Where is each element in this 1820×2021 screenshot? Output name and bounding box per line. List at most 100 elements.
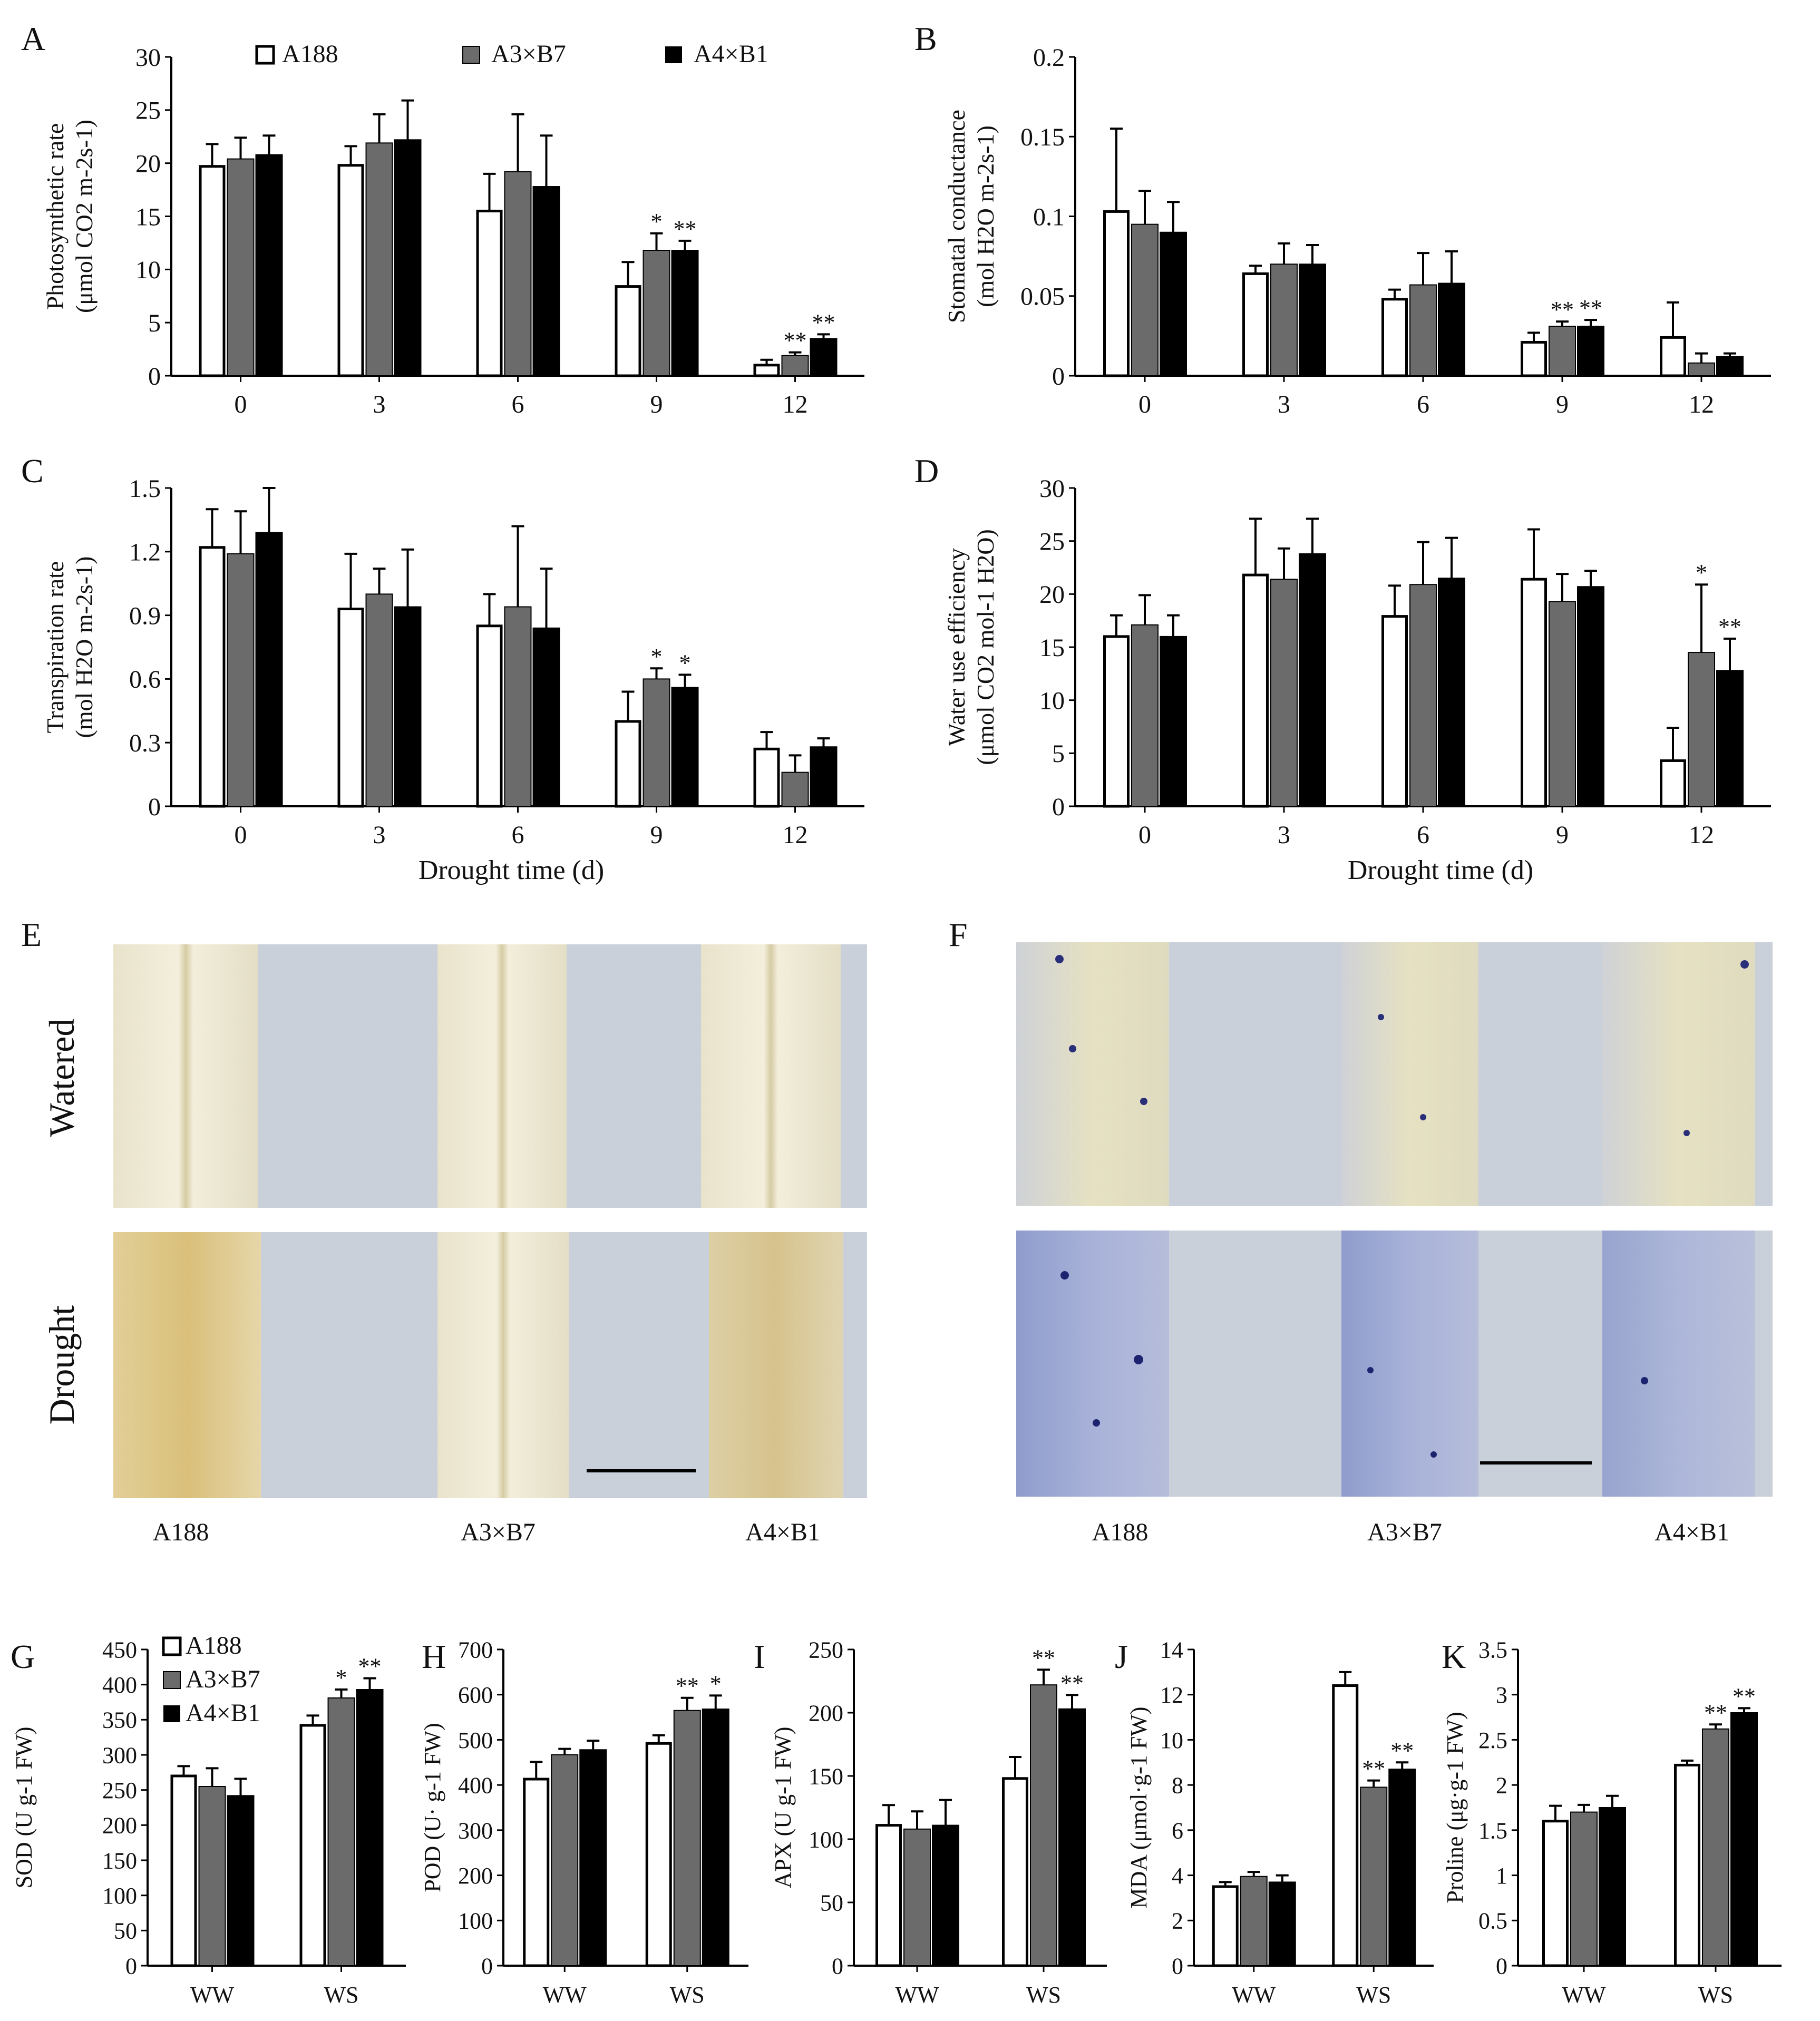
legend-swatch-a4b1	[665, 46, 682, 63]
bar-i	[875, 1824, 902, 1967]
bar-k	[1730, 1712, 1758, 1966]
bar-b	[1577, 326, 1604, 376]
photo-f-col-a188: A188	[1092, 1518, 1149, 1546]
legend-swatch-a188	[255, 45, 275, 65]
y-tick-label-d: 30	[1039, 475, 1065, 503]
x-tick-label-c: 6	[512, 821, 524, 849]
y-tick-label-g: 50	[114, 1918, 137, 1944]
y-tick-label-b: 0.1	[1033, 203, 1065, 231]
x-tick-label-b: 3	[1278, 390, 1290, 418]
bar-d	[1409, 584, 1437, 807]
y-tick-label-g: 450	[102, 1637, 137, 1663]
y-tick-label-k: 1.5	[1478, 1818, 1507, 1843]
y-tick-label-k: 1	[1496, 1863, 1507, 1889]
bar-c	[394, 606, 422, 807]
panel-label-i: I	[754, 1638, 765, 1675]
y-tick-label-i: 200	[809, 1700, 843, 1726]
y-axis-title-d: Water use efficiency	[943, 548, 970, 746]
x-tick-label-d: 9	[1556, 821, 1569, 849]
bar-a	[227, 158, 255, 376]
significance-label-d: *	[1696, 560, 1707, 585]
bar-b	[1270, 263, 1298, 376]
y-axis-title-j: MDA (μmol·g-1 FW)	[1126, 1707, 1152, 1909]
leaf-f-drought-a3b7	[1341, 1231, 1478, 1497]
x-tick-label-g: WW	[190, 1982, 235, 2008]
bar-d	[1131, 624, 1159, 807]
significance-label-i: **	[1060, 1670, 1084, 1696]
y-tick-label-h: 600	[458, 1682, 493, 1708]
significance-label-i: **	[1032, 1645, 1055, 1671]
panel-label-d: D	[914, 452, 939, 490]
significance-label-a: **	[784, 328, 807, 354]
bar-j	[1240, 1876, 1268, 1967]
bar-c	[504, 606, 532, 807]
leaf-e-drought-a4b1	[709, 1232, 843, 1498]
y-axis-title-k: Proline (μg·g-1 FW)	[1442, 1712, 1468, 1903]
y-tick-label-g: 0	[125, 1953, 137, 1979]
x-tick-label-j: WS	[1356, 1982, 1391, 2008]
bar-i	[1058, 1708, 1086, 1967]
bar-j	[1268, 1881, 1296, 1966]
y-tick-label-c: 1.2	[129, 539, 161, 567]
significance-label-c: *	[651, 643, 663, 669]
y-tick-label-k: 0	[1496, 1953, 1507, 1979]
y-tick-label-k: 3	[1496, 1682, 1507, 1708]
bar-j	[1332, 1684, 1359, 1967]
panel-label-j: J	[1115, 1638, 1128, 1675]
panel-label-k: K	[1442, 1638, 1466, 1675]
bar-a	[671, 250, 699, 376]
x-tick-label-d: 12	[1689, 821, 1714, 849]
row-label-watered: Watered	[42, 1019, 82, 1137]
bar-c	[643, 678, 670, 807]
significance-label-h: **	[676, 1673, 699, 1699]
bar-j	[1388, 1769, 1416, 1966]
y-tick-label-b: 0.15	[1020, 123, 1065, 151]
photo-panel-e: E Watered Drought A188 A3×B7 A4×B1	[21, 916, 867, 1546]
bar-a	[476, 209, 503, 377]
bar-k	[1542, 1820, 1569, 1967]
bar-i	[1030, 1684, 1057, 1966]
x-tick-label-k: WS	[1698, 1982, 1733, 2008]
bar-h	[702, 1708, 729, 1966]
legend-label-a188: A188	[282, 40, 338, 68]
legend-g-swatch-a3b7	[163, 1671, 181, 1689]
legend-g-label-a3b7: A3×B7	[186, 1665, 260, 1693]
significance-label-d: **	[1718, 614, 1741, 640]
chart-mda: 0 2 4 6 8 10 12 14 MDA (μmol·g-1 FW) WW WS ****	[1126, 1637, 1434, 2008]
x-axis-title-c: Drought time (d)	[418, 855, 604, 885]
x-tick-label-c: 9	[650, 821, 663, 849]
bar-c	[615, 720, 641, 808]
x-axis-title-d: Drought time (d)	[1348, 855, 1533, 885]
bar-h	[673, 1710, 701, 1967]
bar-c	[365, 593, 393, 807]
y-axis-title-b: (mol H2O m-2s-1)	[972, 125, 999, 307]
y-tick-label-g: 350	[102, 1707, 137, 1733]
y-tick-label-g: 150	[102, 1848, 137, 1873]
x-tick-label-b: 12	[1689, 390, 1714, 418]
bar-d	[1549, 601, 1576, 807]
y-tick-label-c: 0.9	[129, 602, 161, 630]
bar-d	[1577, 586, 1604, 807]
legend-g-label-a4b1: A4×B1	[186, 1699, 260, 1727]
bar-b	[1716, 356, 1744, 377]
y-axis-title-a: Photosynthetic rate	[42, 123, 69, 310]
x-tick-label-h: WS	[670, 1982, 705, 2008]
y-tick-label-d: 20	[1039, 581, 1065, 609]
y-tick-label-a: 10	[135, 256, 161, 284]
y-tick-label-i: 50	[820, 1890, 843, 1916]
bar-c	[671, 687, 699, 807]
bar-b	[1160, 231, 1187, 376]
x-tick-label-b: 9	[1556, 390, 1569, 418]
bar-i	[903, 1828, 931, 1967]
panel-label-f: F	[949, 916, 968, 953]
x-tick-label-c: 12	[783, 821, 808, 849]
y-tick-label-a: 15	[135, 203, 161, 231]
leaf-f-watered-a3b7	[1341, 942, 1478, 1206]
y-tick-label-h: 0	[481, 1953, 493, 1979]
photo-f-drought	[1016, 1231, 1773, 1497]
bar-d	[1270, 579, 1298, 807]
legend-g-label-a188: A188	[186, 1632, 242, 1659]
significance-label-a: **	[812, 309, 835, 335]
bar-c	[227, 553, 255, 807]
bar-b	[1438, 282, 1465, 376]
